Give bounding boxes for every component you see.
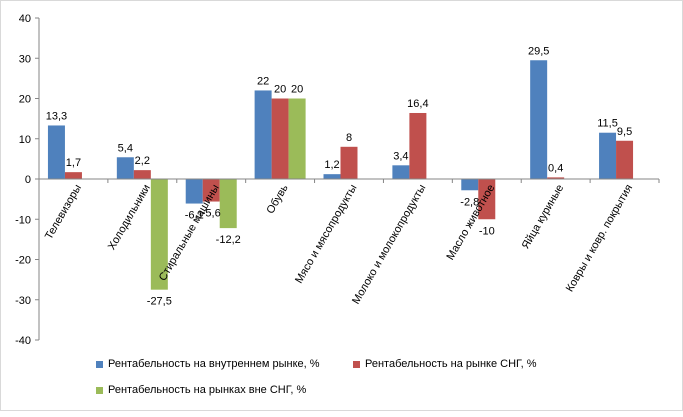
data-label: 8 bbox=[346, 132, 352, 144]
y-tick-label: -20 bbox=[15, 255, 31, 267]
bar-series-1 bbox=[185, 179, 203, 204]
bar-series-1 bbox=[323, 174, 341, 179]
data-label: 1,2 bbox=[324, 159, 339, 171]
bar-series-1 bbox=[116, 157, 134, 179]
y-tick-label: 10 bbox=[19, 134, 31, 146]
data-label: -5,6 bbox=[202, 208, 221, 220]
category-label: Мясо и мясопродукты bbox=[293, 182, 360, 285]
data-label: 11,5 bbox=[597, 118, 618, 130]
bar-series-2 bbox=[478, 179, 496, 220]
legend-item-series-1: Рентабельность на внутреннем рынке, % bbox=[96, 358, 320, 370]
data-label: -27,5 bbox=[147, 296, 172, 308]
data-label: 2,2 bbox=[135, 155, 150, 167]
category-label-group: Телевизоры Холодильники Стиральные машины О… bbox=[43, 182, 635, 306]
category-label: Телевизоры bbox=[43, 182, 84, 241]
bar-series-2 bbox=[340, 146, 358, 179]
data-label: -12,2 bbox=[216, 234, 241, 246]
y-tick-label: 40 bbox=[19, 13, 31, 25]
data-label: -6,1 bbox=[185, 210, 204, 222]
bar-series-1 bbox=[461, 179, 479, 191]
data-label: 9,5 bbox=[617, 126, 632, 138]
data-label-group: 13,3 1,7 5,42,2 -27,5 -6,1-5,6 -12,2 22 20 20 1,2… bbox=[46, 45, 632, 307]
data-label: 0,4 bbox=[548, 162, 563, 174]
category-label: Обувь bbox=[264, 182, 290, 216]
category-label: Холодильники bbox=[106, 183, 153, 253]
y-tick-label: -10 bbox=[15, 214, 31, 226]
bar-series-1 bbox=[599, 132, 617, 179]
data-label: 5,4 bbox=[118, 142, 133, 154]
legend-item-series-2: Рентабельность на рынке СНГ, % bbox=[353, 358, 537, 370]
bar-series-3 bbox=[288, 98, 306, 179]
legend-swatch-series-2 bbox=[353, 360, 360, 368]
category-label: Яйца куриные bbox=[520, 183, 567, 252]
bar-group bbox=[47, 60, 634, 290]
bar-series-2 bbox=[202, 179, 220, 202]
y-tick-label: 0 bbox=[25, 174, 31, 186]
data-label: -10 bbox=[479, 225, 495, 237]
y-tick-label: 20 bbox=[19, 94, 31, 106]
category-label: Масло животное bbox=[444, 183, 497, 263]
y-tick-label: -30 bbox=[15, 295, 31, 307]
bar-series-2 bbox=[133, 170, 151, 179]
category-label: Молоко и молокопродукты bbox=[350, 182, 428, 306]
bar-series-2 bbox=[547, 177, 565, 179]
legend-swatch-series-1 bbox=[96, 360, 103, 368]
y-tick-label: 30 bbox=[19, 53, 31, 65]
legend-label-series-2: Рентабельность на рынке СНГ, % bbox=[365, 358, 537, 370]
bar-series-1 bbox=[47, 125, 65, 179]
data-label: 22 bbox=[257, 75, 269, 87]
bar-series-2 bbox=[616, 140, 634, 179]
legend-label-series-3: Рентабельность на рынках вне СНГ, % bbox=[108, 384, 307, 396]
y-axis: -40 -30 -20 -10 0 10 20 30 40 bbox=[15, 13, 40, 347]
legend-item-series-3: Рентабельность на рынках вне СНГ, % bbox=[96, 384, 306, 396]
data-label: 20 bbox=[291, 84, 303, 96]
data-label: 1,7 bbox=[66, 157, 81, 169]
data-label: 20 bbox=[274, 84, 286, 96]
legend-swatch-series-3 bbox=[96, 386, 103, 394]
data-label: 3,4 bbox=[393, 150, 408, 162]
bar-series-1 bbox=[392, 165, 410, 179]
category-label: Ковры и ковр. покрытия bbox=[564, 182, 635, 294]
y-tick-label: -40 bbox=[15, 335, 31, 347]
bar-series-3 bbox=[219, 179, 237, 229]
bar-series-2 bbox=[271, 98, 289, 179]
bar-series-2 bbox=[64, 172, 82, 179]
data-label: 29,5 bbox=[528, 45, 549, 57]
data-label: -2,8 bbox=[460, 196, 479, 208]
legend-label-series-1: Рентабельность на внутреннем рынке, % bbox=[108, 358, 320, 370]
bar-series-1 bbox=[254, 90, 272, 179]
bar-series-3 bbox=[150, 179, 168, 290]
x-axis bbox=[38, 178, 660, 183]
bar-series-2 bbox=[409, 112, 427, 179]
data-label: 16,4 bbox=[407, 98, 428, 110]
bar-series-1 bbox=[530, 60, 548, 180]
data-label: 13,3 bbox=[46, 110, 67, 122]
